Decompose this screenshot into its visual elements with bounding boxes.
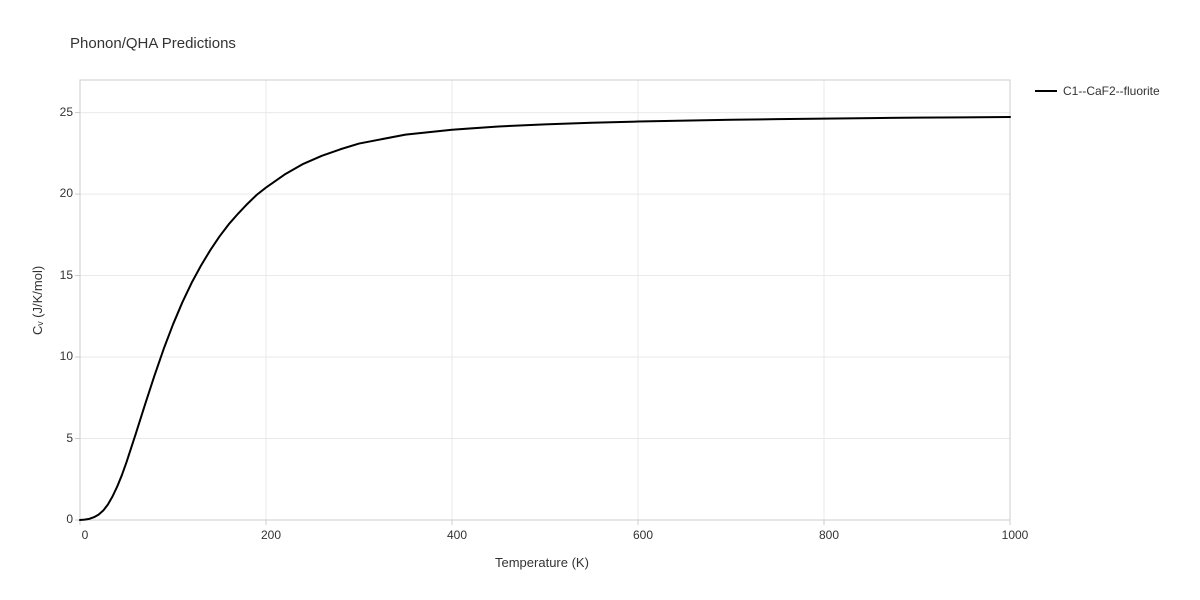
y-tick-label: 0 (45, 512, 73, 526)
x-axis-label: Temperature (K) (495, 555, 589, 570)
x-tick-label: 400 (442, 528, 472, 542)
y-tick-label: 10 (45, 349, 73, 363)
x-tick-label: 200 (256, 528, 286, 542)
y-tick-label: 25 (45, 105, 73, 119)
legend-label: C1--CaF2--fluorite (1063, 84, 1160, 98)
x-tick-label: 1000 (1000, 528, 1030, 542)
chart-svg (0, 0, 1200, 600)
chart-container: Phonon/QHA Predictions Temperature (K) C… (0, 0, 1200, 600)
y-tick-label: 5 (45, 431, 73, 445)
x-tick-label: 0 (70, 528, 100, 542)
legend-line-icon (1035, 90, 1057, 92)
x-tick-label: 800 (814, 528, 844, 542)
legend: C1--CaF2--fluorite (1035, 84, 1160, 98)
y-tick-label: 20 (45, 186, 73, 200)
y-axis-label: Cᵥ (J/K/mol) (30, 266, 45, 335)
x-tick-label: 600 (628, 528, 658, 542)
y-tick-label: 15 (45, 268, 73, 282)
